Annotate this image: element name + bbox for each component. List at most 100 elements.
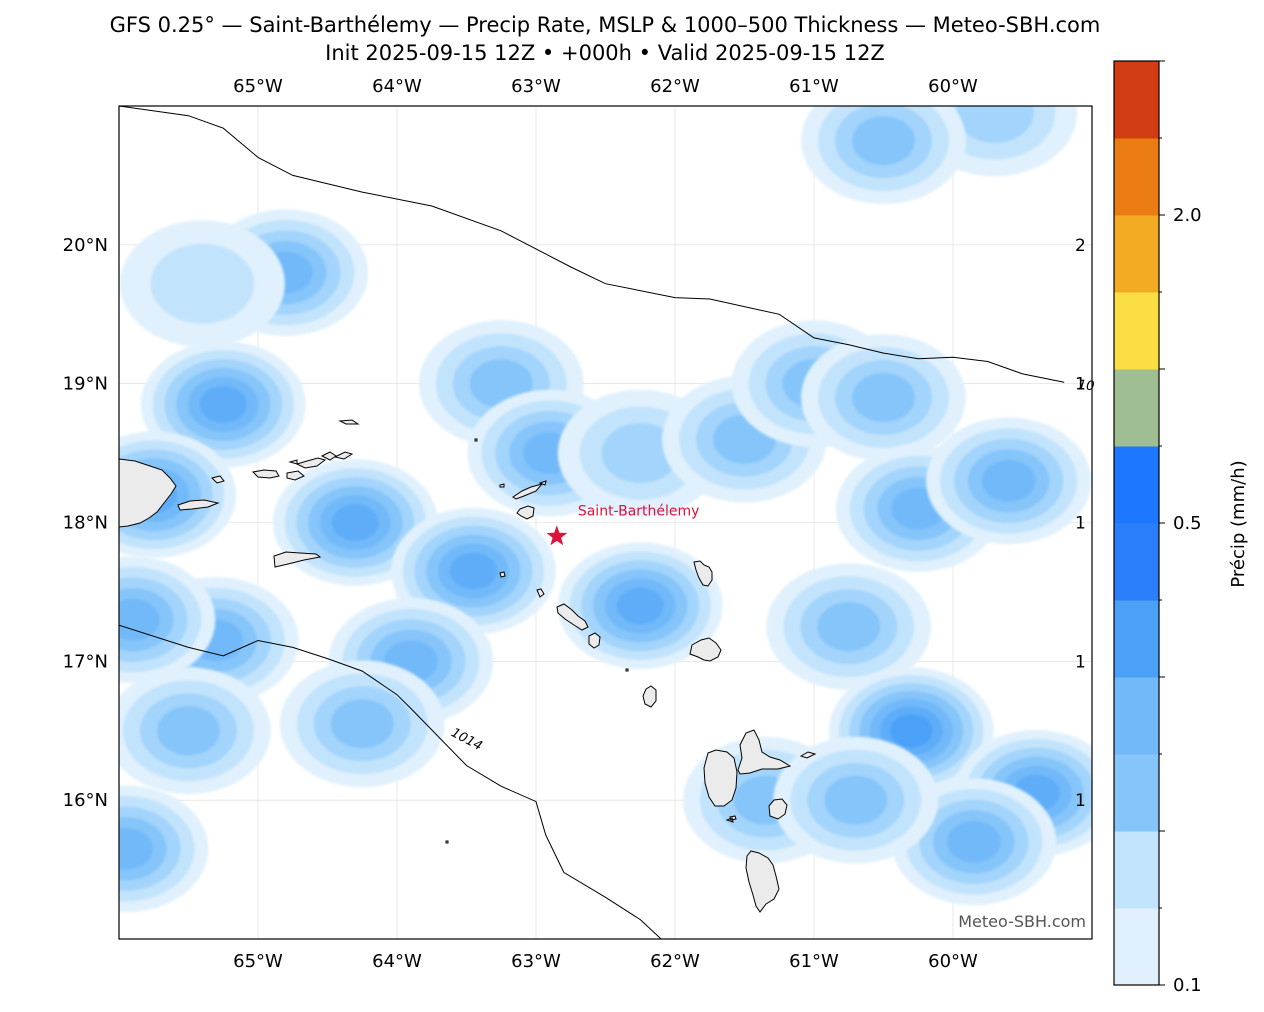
coastlines bbox=[119, 419, 817, 913]
precip-cell bbox=[279, 660, 445, 788]
precip-contour bbox=[199, 386, 247, 423]
precip-contour bbox=[119, 827, 153, 870]
lon-tick-label: 63°W bbox=[511, 76, 561, 97]
colorbar-label: Précip (mm/h) bbox=[1228, 460, 1249, 587]
land-saba bbox=[499, 571, 506, 578]
land-les-saintes bbox=[725, 815, 737, 823]
precip-contour bbox=[616, 587, 664, 625]
map-frame bbox=[118, 105, 1093, 940]
colorbar: 0.10.52.06.012.024.042.0 bbox=[1113, 60, 1202, 996]
land-guadeloupe-grande-terre bbox=[737, 729, 792, 775]
land-jost-van-dyke bbox=[288, 459, 298, 465]
lat-tick-label: 20°N bbox=[63, 235, 108, 256]
precip-contour bbox=[955, 106, 1034, 143]
land-st-kitts bbox=[556, 603, 589, 631]
lat-tick-label: 19°N bbox=[63, 374, 108, 395]
colorbar-segment bbox=[1114, 908, 1159, 986]
land-anguilla bbox=[512, 483, 544, 500]
lon-tick-label: 61°W bbox=[789, 76, 839, 97]
land-vieques bbox=[177, 499, 220, 511]
land-anegada-reef bbox=[338, 419, 360, 425]
land-st-croix bbox=[273, 551, 322, 568]
star-icon bbox=[546, 525, 568, 546]
land-aves-island bbox=[445, 840, 449, 844]
isobar-label-edge: 1 bbox=[1075, 514, 1086, 534]
precip-cell bbox=[801, 106, 966, 205]
colorbar-segment bbox=[1114, 600, 1159, 678]
precip-contour bbox=[947, 820, 1001, 863]
isobar-label: 10 bbox=[1077, 378, 1095, 395]
land-tortola bbox=[295, 457, 327, 469]
precip-cell bbox=[119, 785, 209, 913]
lat-tick-label: 16°N bbox=[63, 790, 108, 811]
land-redonda bbox=[625, 668, 629, 672]
watermark: Meteo-SBH.com bbox=[958, 912, 1086, 931]
lon-tick-label: 61°W bbox=[789, 951, 839, 972]
colorbar-segment bbox=[1114, 369, 1159, 447]
land-montserrat bbox=[642, 685, 657, 708]
isobar-label-edge: 1 bbox=[1075, 791, 1086, 811]
location-marker: Saint-Barthélemy bbox=[546, 503, 700, 546]
precip-contour bbox=[449, 552, 498, 590]
lon-tick-label: 65°W bbox=[233, 951, 283, 972]
lon-tick-label: 60°W bbox=[928, 76, 978, 97]
lon-tick-label: 63°W bbox=[511, 951, 561, 972]
lon-tick-label: 65°W bbox=[233, 76, 283, 97]
precip-contour bbox=[852, 373, 915, 423]
colorbar-segment bbox=[1114, 61, 1159, 139]
land-nevis bbox=[588, 632, 601, 649]
precip-contour bbox=[331, 504, 379, 541]
land-dog-island bbox=[499, 483, 505, 488]
land-scrub-island bbox=[538, 480, 547, 486]
colorbar-segment bbox=[1114, 831, 1159, 909]
land-sombrero bbox=[474, 438, 478, 442]
colorbar-segment bbox=[1114, 523, 1159, 601]
precip-cell bbox=[119, 220, 285, 348]
precip-contour bbox=[817, 602, 881, 652]
land-anegada bbox=[333, 451, 354, 460]
land-la-desirade bbox=[799, 751, 817, 759]
land-guadeloupe-basse-terre bbox=[703, 749, 738, 807]
land-st-john bbox=[286, 470, 305, 481]
land-antigua bbox=[689, 637, 722, 662]
colorbar-tick-label: 0.1 bbox=[1173, 975, 1202, 996]
precip-cell bbox=[119, 667, 271, 795]
precip-contour bbox=[157, 706, 220, 756]
lon-tick-label: 62°W bbox=[650, 76, 700, 97]
colorbar-segment bbox=[1114, 292, 1159, 370]
precip-contour bbox=[601, 423, 680, 484]
precip-contour bbox=[824, 775, 888, 825]
lon-tick-label: 64°W bbox=[372, 76, 422, 97]
marker-label: Saint-Barthélemy bbox=[578, 503, 700, 519]
isobar-line bbox=[119, 624, 662, 939]
land-st-eustatius bbox=[536, 588, 545, 598]
lat-tick-label: 17°N bbox=[63, 651, 108, 672]
lon-ticks-top: 65°W 64°W 63°W 62°W 61°W 60°W bbox=[233, 76, 978, 97]
colorbar-segment bbox=[1114, 138, 1159, 216]
isobars bbox=[119, 106, 1065, 939]
land-marie-galante bbox=[768, 798, 788, 820]
lon-tick-label: 64°W bbox=[372, 951, 422, 972]
colorbar-segment bbox=[1114, 754, 1159, 832]
precip-cell bbox=[926, 417, 1092, 545]
precip-contour bbox=[150, 243, 255, 324]
isobar-label-edge: 1 bbox=[1075, 652, 1086, 672]
land-dominica bbox=[745, 850, 780, 913]
precip-cell bbox=[119, 556, 216, 684]
precip-contour bbox=[852, 116, 915, 166]
colorbar-tick-label: 0.5 bbox=[1173, 513, 1202, 534]
land-st-martin bbox=[516, 505, 535, 520]
precip-contour bbox=[890, 714, 933, 748]
colorbar-segment bbox=[1114, 215, 1159, 293]
lon-tick-label: 62°W bbox=[650, 951, 700, 972]
lon-ticks-bottom: 65°W 64°W 63°W 62°W 61°W 60°W bbox=[233, 951, 978, 972]
map-title: GFS 0.25° — Saint-Barthélemy — Precip Ra… bbox=[109, 13, 1101, 37]
land-puerto-rico bbox=[119, 458, 177, 528]
lat-tick-label: 18°N bbox=[63, 513, 108, 534]
map-subtitle: Init 2025-09-15 12Z • +000h • Valid 2025… bbox=[325, 41, 885, 65]
precip-contour bbox=[330, 699, 394, 749]
isobar-line bbox=[119, 106, 1065, 383]
land-barbuda bbox=[693, 560, 713, 587]
precip-cell bbox=[773, 736, 939, 864]
